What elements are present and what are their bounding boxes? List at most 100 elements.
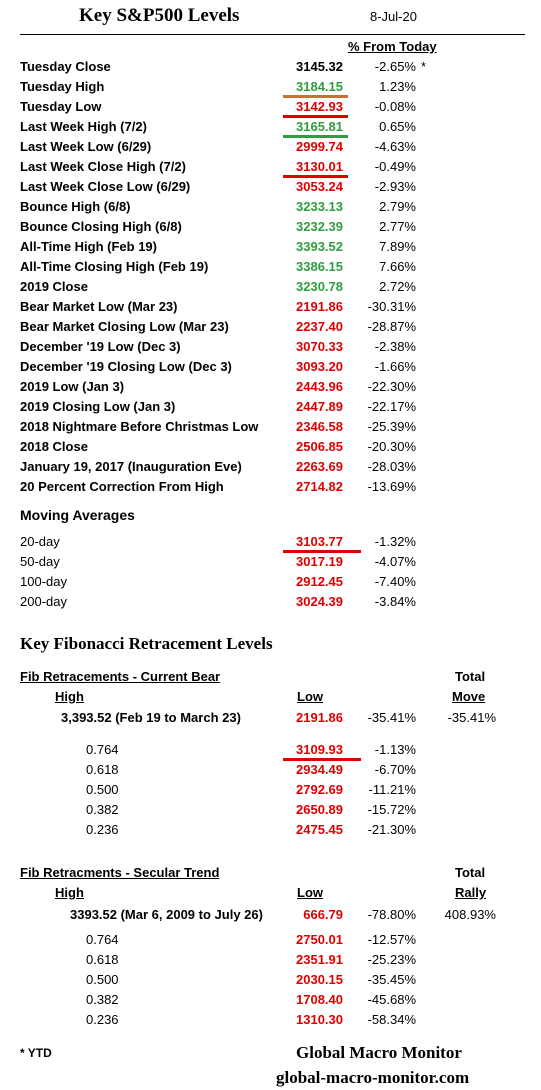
level-label: 2018 Close [20, 439, 88, 454]
ma-label: 20-day [20, 534, 60, 549]
level-pct: -28.03% [367, 459, 416, 474]
fib-ratio: 0.236 [86, 822, 119, 837]
level-underline [283, 95, 348, 98]
level-label: Bear Market Low (Mar 23) [20, 299, 178, 314]
level-pct: -22.30% [367, 379, 416, 394]
ma-label: 100-day [20, 574, 67, 589]
level-pct: 7.66% [379, 259, 416, 274]
fib-bear-main-low: 2191.86 [296, 710, 343, 725]
fib-value: 2792.69 [296, 782, 343, 797]
level-label: All-Time High (Feb 19) [20, 239, 157, 254]
fib-pct: -35.45% [367, 972, 416, 987]
table-row: 2018 Nightmare Before Christmas Low 2346.… [0, 417, 541, 437]
fib-value: 1708.40 [296, 992, 343, 1007]
ma-pct: -3.84% [374, 594, 416, 609]
level-label: December '19 Low (Dec 3) [20, 339, 181, 354]
table-row: 0.618 2934.49 -6.70% [0, 760, 541, 780]
table-row: 0.236 1310.30 -58.34% [0, 1010, 541, 1030]
table-row: Bounce High (6/8) 3233.13 2.79% [0, 197, 541, 217]
level-pct: 2.77% [379, 219, 416, 234]
level-value: 2443.96 [296, 379, 343, 394]
fib-bear-low-label: Low [297, 689, 323, 704]
moving-averages-title: Moving Averages [20, 507, 135, 523]
level-pct: -20.30% [367, 439, 416, 454]
level-value: 2263.69 [296, 459, 343, 474]
brand-name: Global Macro Monitor [296, 1043, 462, 1062]
table-row: 200-day 3024.39 -3.84% [0, 592, 541, 612]
table-row: 100-day 2912.45 -7.40% [0, 572, 541, 592]
level-value: 3393.52 [296, 239, 343, 254]
level-label: All-Time Closing High (Feb 19) [20, 259, 209, 274]
fib-ratio: 0.618 [86, 952, 119, 967]
level-pct: 2.79% [379, 199, 416, 214]
fib-ratio: 0.236 [86, 1012, 119, 1027]
level-label: Last Week High (7/2) [20, 119, 147, 134]
fib-pct: -1.13% [374, 742, 416, 757]
table-row: 0.382 2650.89 -15.72% [0, 800, 541, 820]
table-row: Last Week Close High (7/2) 3130.01 -0.49% [0, 157, 541, 178]
fib-pct: -25.23% [367, 952, 416, 967]
ma-value: 2912.45 [296, 574, 343, 589]
fib-pct: -6.70% [374, 762, 416, 777]
level-value: 2346.58 [296, 419, 343, 434]
level-label: January 19, 2017 (Inauguration Eve) [20, 459, 242, 474]
level-pct: -0.08% [374, 99, 416, 114]
ma-value: 3103.77 [296, 534, 343, 549]
level-value: 2447.89 [296, 399, 343, 414]
level-value: 2714.82 [296, 479, 343, 494]
level-underline [283, 115, 348, 118]
table-row: Bear Market Closing Low (Mar 23) 2237.40 -… [0, 317, 541, 337]
fib-title: Key Fibonacci Retracement Levels [20, 634, 273, 653]
level-value: 3053.24 [296, 179, 343, 194]
level-value: 2999.74 [296, 139, 343, 154]
fib-secular-main-pct: -78.80% [367, 907, 416, 922]
fib-underline [283, 758, 361, 761]
level-value: 3130.01 [296, 159, 343, 174]
level-pct: -13.69% [367, 479, 416, 494]
level-label: 2018 Nightmare Before Christmas Low [20, 419, 259, 434]
level-value: 3145.32 [296, 59, 343, 74]
fib-secular-main-high: 3393.52 (Mar 6, 2009 to July 26) [70, 907, 263, 922]
fib-pct: -11.21% [368, 782, 416, 797]
fib-value: 2475.45 [296, 822, 343, 837]
table-row: Tuesday Close 3145.32 -2.65% * [0, 57, 541, 77]
fib-secular-main-total: 408.93% [444, 907, 496, 922]
level-pct: -2.38% [374, 339, 416, 354]
level-value: 3230.78 [296, 279, 343, 294]
table-row: All-Time High (Feb 19) 3393.52 7.89% [0, 237, 541, 257]
level-label: Bounce High (6/8) [20, 199, 131, 214]
fib-bear-main-pct: -35.41% [367, 710, 416, 725]
table-row: 0.500 2792.69 -11.21% [0, 780, 541, 800]
level-value: 2191.86 [296, 299, 343, 314]
fib-secular-main-low: 666.79 [303, 907, 343, 922]
level-underline [283, 135, 348, 138]
table-row: 50-day 3017.19 -4.07% [0, 552, 541, 572]
level-value: 3142.93 [296, 99, 343, 114]
level-label: Last Week Close High (7/2) [20, 159, 186, 174]
level-value: 3165.81 [296, 119, 343, 134]
fib-pct: -58.34% [367, 1012, 416, 1027]
table-row: 0.382 1708.40 -45.68% [0, 990, 541, 1010]
ma-label: 200-day [20, 594, 67, 609]
table-row: January 19, 2017 (Inauguration Eve) 2263.… [0, 457, 541, 477]
ma-pct: -1.32% [374, 534, 416, 549]
level-pct: -4.63% [374, 139, 416, 154]
report-date: 8-Jul-20 [370, 9, 417, 24]
level-value: 3184.15 [296, 79, 343, 94]
level-pct: -30.31% [367, 299, 416, 314]
fib-bear-main-total: -35.41% [447, 710, 496, 725]
level-value: 2237.40 [296, 319, 343, 334]
fib-ratio: 0.618 [86, 762, 119, 777]
table-row: All-Time Closing High (Feb 19) 3386.15 7.6… [0, 257, 541, 277]
level-label: 2019 Close [20, 279, 88, 294]
ma-value: 3024.39 [296, 594, 343, 609]
level-pct: 2.72% [379, 279, 416, 294]
fib-bear-title: Fib Retracements - Current Bear [20, 669, 221, 684]
fib-ratio: 0.764 [86, 932, 119, 947]
ma-pct: -7.40% [374, 574, 416, 589]
level-pct: -0.49% [374, 159, 416, 174]
level-label: 2019 Low (Jan 3) [20, 379, 125, 394]
fib-bear-move-label: Move [452, 689, 486, 704]
fib-ratio: 0.382 [86, 992, 119, 1007]
table-row: 2019 Close 3230.78 2.72% [0, 277, 541, 297]
